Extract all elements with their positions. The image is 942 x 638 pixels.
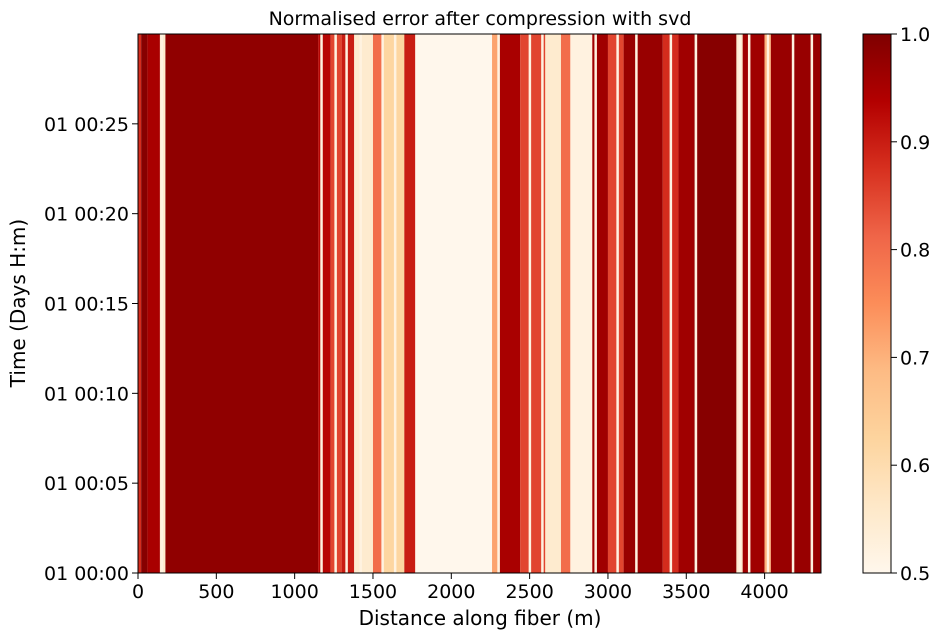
heatmap-area	[138, 34, 821, 573]
light-stripe-11	[594, 34, 597, 573]
light-stripe-3	[345, 34, 348, 573]
heatmap-band-10	[382, 34, 405, 573]
heatmap-band-11	[404, 34, 416, 573]
y-tick-label: 01 00:00	[44, 563, 129, 585]
colorbar-tick-label: 1.0	[900, 24, 930, 46]
heatmap-band-24	[694, 34, 737, 573]
x-tick-label: 1000	[270, 581, 318, 603]
light-stripe-1	[320, 34, 323, 573]
heatmap-band-15	[520, 34, 546, 573]
heatmap-band-26	[742, 34, 765, 573]
heatmap-band-16	[545, 34, 561, 573]
x-axis: 0 500 1000 1500 2000 2500 3000 3500 4000	[132, 573, 789, 603]
heatmap-band-4	[165, 34, 319, 573]
colorbar-tick-label: 0.9	[900, 132, 930, 154]
x-tick-label: 4000	[740, 581, 788, 603]
light-stripe-16	[738, 34, 742, 573]
y-axis: 01 00:00 01 00:05 01 00:10 01 00:15 01 00:20…	[44, 114, 138, 585]
light-stripe-9	[541, 34, 544, 573]
x-tick-label: 2500	[505, 581, 553, 603]
heatmap-band-17	[560, 34, 571, 573]
colorbar-tick-label: 0.8	[900, 240, 930, 262]
heatmap-band-2	[147, 34, 160, 573]
colorbar-tick-label: 0.6	[900, 455, 930, 477]
light-stripe-18	[766, 34, 770, 573]
heatmap-band-18	[570, 34, 593, 573]
light-stripe-13	[635, 34, 638, 573]
heatmap-band-14	[499, 34, 521, 573]
light-stripe-0	[160, 34, 163, 573]
x-tick-label: 500	[198, 581, 234, 603]
heatmap-band-20	[607, 34, 624, 573]
y-tick-label: 01 00:10	[44, 383, 129, 405]
chart-title: Normalised error after compression with …	[269, 8, 692, 30]
x-tick-label: 0	[132, 581, 144, 603]
light-stripe-2	[334, 34, 337, 573]
x-axis-label: Distance along fiber (m)	[359, 606, 602, 630]
x-tick-label: 3000	[584, 581, 632, 603]
x-tick-label: 1500	[349, 581, 397, 603]
light-stripe-20	[810, 34, 814, 573]
colorbar-tick-label: 0.5	[900, 563, 930, 585]
light-stripe-12	[616, 34, 619, 573]
x-tick-label: 2000	[427, 581, 475, 603]
y-tick-label: 01 00:15	[44, 294, 129, 316]
colorbar-tick-label: 0.7	[900, 347, 930, 369]
light-stripe-10	[578, 34, 582, 573]
y-tick-label: 01 00:20	[44, 204, 129, 226]
light-stripe-14	[669, 34, 673, 573]
colorbar: 0.5 0.6 0.7 0.8 0.9 1.0	[862, 24, 930, 585]
heatmap-band-5	[318, 34, 331, 573]
heatmap-band-0	[138, 34, 142, 573]
heatmap-band-12	[415, 34, 493, 573]
light-stripe-7	[497, 34, 500, 573]
light-stripe-5	[381, 34, 384, 573]
heatmap-band-28	[770, 34, 821, 573]
heatmap-band-7	[341, 34, 355, 573]
heatmap-band-9	[372, 34, 383, 573]
y-tick-label: 01 00:25	[44, 114, 129, 136]
light-stripe-4	[359, 34, 362, 573]
light-stripe-6	[393, 34, 397, 573]
y-axis-label: Time (Days H:m)	[6, 219, 30, 388]
heatmap-band-21	[623, 34, 663, 573]
heatmap-band-23	[678, 34, 695, 573]
y-tick-label: 01 00:05	[44, 473, 129, 495]
x-tick-label: 3500	[662, 581, 710, 603]
light-stripe-19	[791, 34, 795, 573]
light-stripe-8	[528, 34, 532, 573]
heatmap-band-13	[492, 34, 500, 573]
heatmap-band-8	[354, 34, 373, 573]
light-stripe-17	[747, 34, 751, 573]
heatmap-band-1	[141, 34, 148, 573]
light-stripe-15	[694, 34, 698, 573]
colorbar-gradient	[862, 33, 892, 574]
